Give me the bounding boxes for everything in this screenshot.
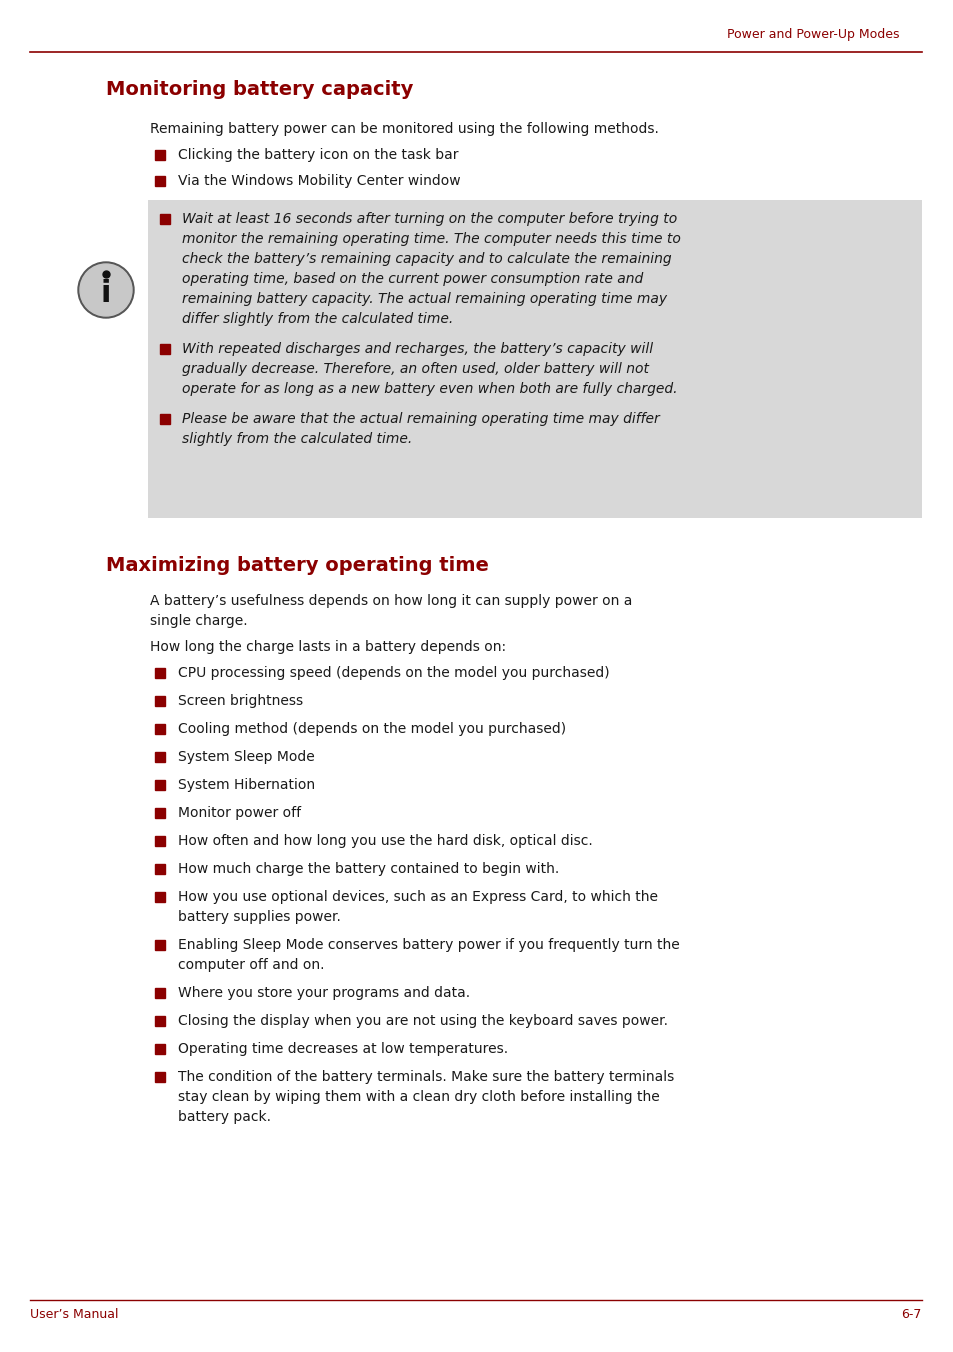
- Text: Clicking the battery icon on the task bar: Clicking the battery icon on the task ba…: [178, 147, 458, 162]
- Text: System Sleep Mode: System Sleep Mode: [178, 750, 314, 764]
- Bar: [160, 414, 170, 425]
- Bar: [154, 1015, 165, 1026]
- Text: differ slightly from the calculated time.: differ slightly from the calculated time…: [182, 312, 453, 326]
- Text: check the battery’s remaining capacity and to calculate the remaining: check the battery’s remaining capacity a…: [182, 251, 671, 266]
- Bar: [154, 1072, 165, 1082]
- Text: Screen brightness: Screen brightness: [178, 694, 303, 708]
- Text: Please be aware that the actual remaining operating time may differ: Please be aware that the actual remainin…: [182, 412, 659, 426]
- Text: Via the Windows Mobility Center window: Via the Windows Mobility Center window: [178, 174, 460, 188]
- Text: User’s Manual: User’s Manual: [30, 1307, 118, 1321]
- Bar: [154, 808, 165, 818]
- Text: Monitor power off: Monitor power off: [178, 806, 301, 821]
- Bar: [154, 988, 165, 998]
- Text: Remaining battery power can be monitored using the following methods.: Remaining battery power can be monitored…: [150, 122, 659, 137]
- Bar: [148, 200, 921, 518]
- Text: How long the charge lasts in a battery depends on:: How long the charge lasts in a battery d…: [150, 639, 506, 654]
- Bar: [154, 696, 165, 706]
- Text: slightly from the calculated time.: slightly from the calculated time.: [182, 433, 412, 446]
- Text: How much charge the battery contained to begin with.: How much charge the battery contained to…: [178, 863, 558, 876]
- Bar: [154, 668, 165, 677]
- Text: i: i: [101, 280, 112, 308]
- Bar: [154, 725, 165, 734]
- Bar: [154, 780, 165, 790]
- Text: Cooling method (depends on the model you purchased): Cooling method (depends on the model you…: [178, 722, 565, 735]
- Text: stay clean by wiping them with a clean dry cloth before installing the: stay clean by wiping them with a clean d…: [178, 1090, 659, 1105]
- Text: remaining battery capacity. The actual remaining operating time may: remaining battery capacity. The actual r…: [182, 292, 666, 306]
- Bar: [154, 150, 165, 160]
- Bar: [154, 940, 165, 950]
- Bar: [154, 752, 165, 763]
- Text: single charge.: single charge.: [150, 614, 248, 627]
- Text: The condition of the battery terminals. Make sure the battery terminals: The condition of the battery terminals. …: [178, 1069, 674, 1084]
- Text: gradually decrease. Therefore, an often used, older battery will not: gradually decrease. Therefore, an often …: [182, 362, 648, 376]
- Text: Operating time decreases at low temperatures.: Operating time decreases at low temperat…: [178, 1042, 508, 1056]
- Text: battery supplies power.: battery supplies power.: [178, 910, 340, 923]
- Text: Monitoring battery capacity: Monitoring battery capacity: [106, 80, 413, 99]
- Text: CPU processing speed (depends on the model you purchased): CPU processing speed (depends on the mod…: [178, 667, 609, 680]
- Text: How you use optional devices, such as an Express Card, to which the: How you use optional devices, such as an…: [178, 890, 658, 904]
- Text: computer off and on.: computer off and on.: [178, 959, 324, 972]
- Bar: [154, 176, 165, 187]
- Circle shape: [80, 264, 132, 316]
- Text: 6-7: 6-7: [901, 1307, 921, 1321]
- Text: operating time, based on the current power consumption rate and: operating time, based on the current pow…: [182, 272, 642, 287]
- Text: How often and how long you use the hard disk, optical disc.: How often and how long you use the hard …: [178, 834, 592, 848]
- Bar: [154, 892, 165, 902]
- Bar: [154, 1044, 165, 1055]
- Text: Wait at least 16 seconds after turning on the computer before trying to: Wait at least 16 seconds after turning o…: [182, 212, 677, 226]
- Bar: [154, 864, 165, 873]
- Text: monitor the remaining operating time. The computer needs this time to: monitor the remaining operating time. Th…: [182, 233, 680, 246]
- Text: Closing the display when you are not using the keyboard saves power.: Closing the display when you are not usi…: [178, 1014, 667, 1028]
- Text: Maximizing battery operating time: Maximizing battery operating time: [106, 556, 488, 575]
- Text: Enabling Sleep Mode conserves battery power if you frequently turn the: Enabling Sleep Mode conserves battery po…: [178, 938, 679, 952]
- Bar: [160, 343, 170, 354]
- Circle shape: [78, 262, 133, 318]
- Bar: [160, 214, 170, 224]
- Bar: [154, 836, 165, 846]
- Text: battery pack.: battery pack.: [178, 1110, 271, 1124]
- Text: Where you store your programs and data.: Where you store your programs and data.: [178, 986, 470, 1000]
- Text: A battery’s usefulness depends on how long it can supply power on a: A battery’s usefulness depends on how lo…: [150, 594, 632, 608]
- Text: System Hibernation: System Hibernation: [178, 777, 314, 792]
- Text: Power and Power-Up Modes: Power and Power-Up Modes: [727, 28, 899, 41]
- Text: operate for as long as a new battery even when both are fully charged.: operate for as long as a new battery eve…: [182, 383, 677, 396]
- Text: With repeated discharges and recharges, the battery’s capacity will: With repeated discharges and recharges, …: [182, 342, 653, 356]
